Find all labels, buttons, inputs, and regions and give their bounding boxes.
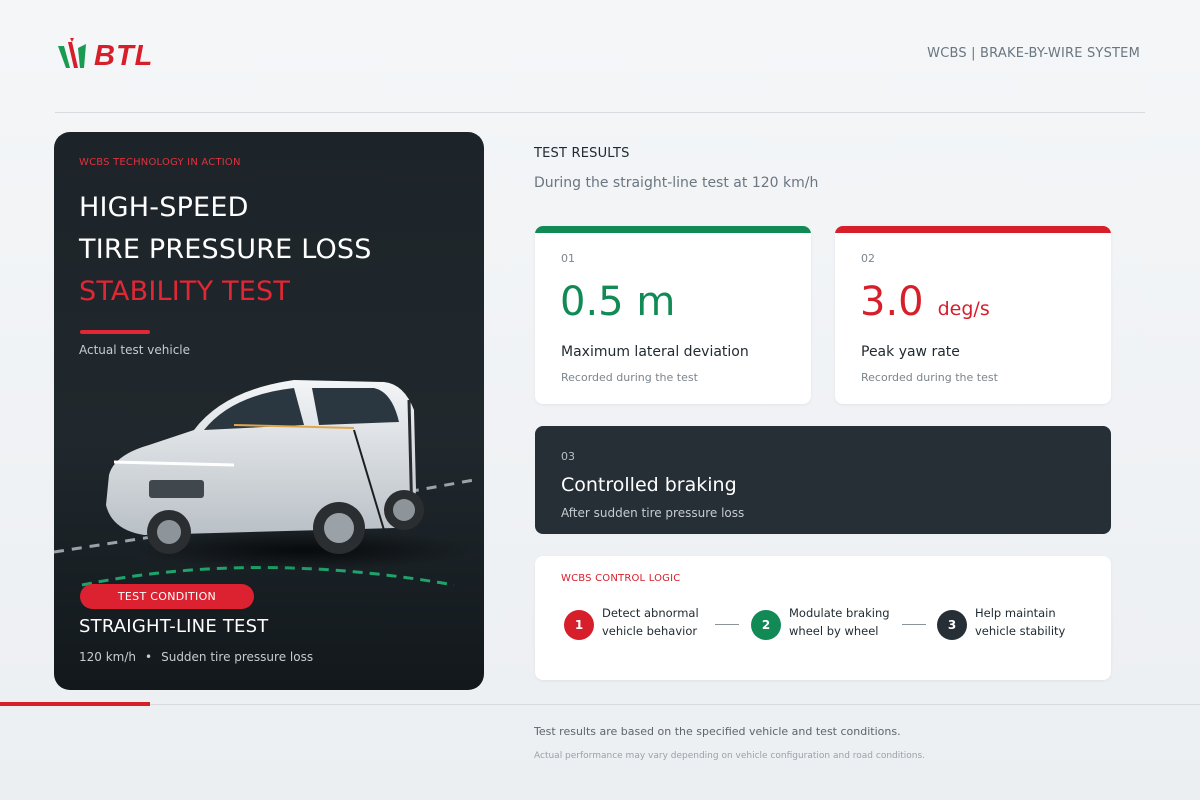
- hero-card: WCBS TECHNOLOGY IN ACTION HIGH-SPEED TIR…: [54, 132, 484, 690]
- card-note: Recorded during the test: [861, 371, 998, 384]
- card-value-number: 3.0: [860, 279, 924, 325]
- card-value-unit: deg/s: [937, 298, 990, 320]
- card-label: Controlled braking: [561, 474, 737, 496]
- step-text-line2: wheel by wheel: [789, 624, 879, 638]
- logo-mark-icon: [58, 38, 86, 68]
- test-speed: 120 km/h: [79, 650, 137, 664]
- card-value: 0.5 m: [560, 278, 675, 326]
- control-logic-title: WCBS CONTROL LOGIC: [561, 573, 681, 584]
- card-number: 03: [561, 450, 575, 463]
- card-note: Recorded during the test: [561, 371, 698, 384]
- footer-accent-bar: [0, 702, 150, 706]
- step-text-line1: Modulate braking: [789, 606, 890, 620]
- card-accent-bar: [835, 226, 1111, 233]
- test-condition-title: STRAIGHT-LINE TEST: [79, 616, 269, 637]
- card-number: 02: [861, 252, 875, 265]
- footer-fine-print: Actual performance may vary depending on…: [534, 751, 926, 761]
- card-label: Peak yaw rate: [861, 344, 960, 360]
- results-subheading: During the straight-line test at 120 km/…: [534, 175, 819, 191]
- results-heading: TEST RESULTS: [534, 146, 630, 161]
- card-accent-bar: [535, 226, 811, 233]
- control-logic-card: WCBS CONTROL LOGIC 1 Detect abnormal veh…: [535, 556, 1111, 680]
- test-vehicle-image: [54, 380, 475, 587]
- footer-divider: [0, 704, 1200, 705]
- hero-accent-bar: [80, 330, 150, 334]
- card-value-number: 0.5 m: [560, 279, 676, 325]
- hero-title-line1: HIGH-SPEED: [79, 192, 249, 223]
- bullet-separator: •: [145, 650, 153, 664]
- step-text: Modulate braking wheel by wheel: [789, 604, 899, 640]
- header-divider: [55, 112, 1145, 113]
- step-text: Help maintain vehicle stability: [975, 604, 1085, 640]
- test-condition-details: 120 km/h • Sudden tire pressure loss: [79, 650, 313, 664]
- card-number: 01: [561, 252, 575, 265]
- result-card-lateral-deviation: 01 0.5 m Maximum lateral deviation Recor…: [535, 226, 811, 404]
- step-text-line1: Help maintain: [975, 606, 1056, 620]
- footer-disclaimer: Test results are based on the specified …: [534, 725, 901, 738]
- result-card-controlled-braking: 03 Controlled braking After sudden tire …: [535, 426, 1111, 534]
- hero-kicker: WCBS TECHNOLOGY IN ACTION: [79, 157, 241, 168]
- hero-subtitle: Actual test vehicle: [79, 343, 191, 357]
- test-scenario: Sudden tire pressure loss: [161, 650, 314, 664]
- step-text-line1: Detect abnormal: [602, 606, 699, 620]
- step-number-badge: 3: [937, 610, 967, 640]
- test-condition-badge: TEST CONDITION: [80, 584, 254, 609]
- step-text-line2: vehicle behavior: [602, 624, 698, 638]
- step-number-badge: 2: [751, 610, 781, 640]
- hero-title-line2: TIRE PRESSURE LOSS: [79, 234, 372, 265]
- card-note: After sudden tire pressure loss: [561, 506, 745, 520]
- result-card-yaw-rate: 02 3.0 deg/s Peak yaw rate Recorded durin…: [835, 226, 1111, 404]
- step-number-badge: 1: [564, 610, 594, 640]
- logo-wordmark: BTL: [94, 40, 154, 72]
- step-text: Detect abnormal vehicle behavior: [602, 604, 712, 640]
- card-label: Maximum lateral deviation: [561, 344, 749, 360]
- step-text-line2: vehicle stability: [975, 624, 1066, 638]
- connector-line: [902, 624, 926, 625]
- card-value: 3.0 deg/s: [860, 278, 990, 333]
- btl-logo: BTL: [56, 38, 168, 74]
- hero-title-line3: STABILITY TEST: [79, 276, 291, 307]
- header-product-tag: WCBS | BRAKE-BY-WIRE SYSTEM: [927, 46, 1140, 61]
- hero-title: HIGH-SPEED TIRE PRESSURE LOSS STABILITY …: [79, 187, 372, 313]
- connector-line: [715, 624, 739, 625]
